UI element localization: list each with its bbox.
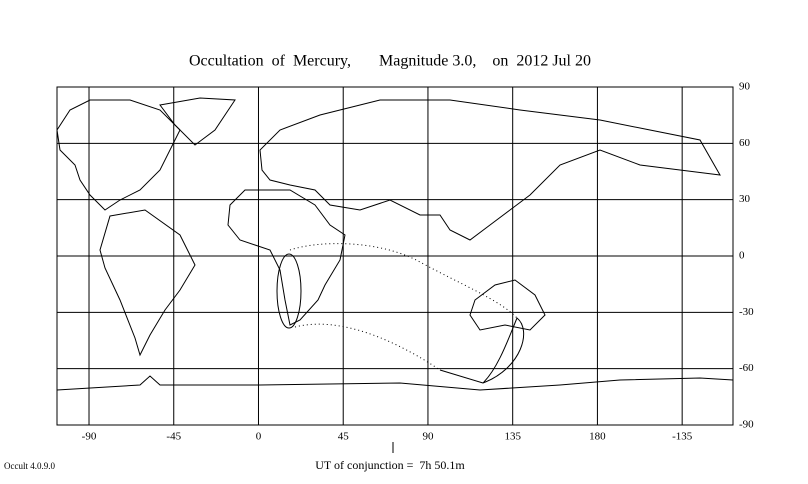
version: Occult 4.0.9.0 — [4, 461, 55, 471]
x-tick-label: 45 — [338, 431, 350, 443]
x-tick-label: 135 — [504, 431, 521, 443]
graticule — [57, 86, 733, 426]
x-tick-label: 0 — [256, 431, 262, 443]
y-tick-label: 60 — [739, 137, 751, 149]
limit-loop — [439, 317, 525, 384]
south-america — [99, 209, 196, 357]
title: Occultation of Mercury, Magnitude 3.0, o… — [189, 53, 591, 70]
y-tick-label: -30 — [739, 306, 754, 318]
africa — [227, 189, 346, 326]
y-tick-label: 90 — [739, 81, 751, 93]
map-frame — [56, 86, 734, 426]
limit-ellipse — [276, 253, 302, 329]
conjunction-time: UT of conjunction = 7h 50.1m — [315, 458, 465, 472]
south-limit — [294, 323, 441, 371]
y-tick-label: 30 — [739, 193, 751, 205]
north-america — [56, 99, 181, 211]
x-tick-label: -135 — [672, 431, 693, 443]
coastlines — [56, 97, 734, 391]
x-tick-label: 90 — [422, 431, 434, 443]
australia — [469, 279, 546, 331]
y-tick-label: 0 — [739, 250, 745, 262]
x-tick-label: -90 — [82, 431, 97, 443]
greenland — [159, 97, 236, 146]
occultation-path — [276, 243, 525, 384]
y-tick-label: -60 — [739, 362, 754, 374]
eurasia — [259, 99, 721, 241]
antarctica — [56, 375, 734, 391]
x-tick-label: 180 — [589, 431, 606, 443]
y-tick-label: -90 — [739, 419, 754, 431]
x-tick-label: -45 — [166, 431, 181, 443]
